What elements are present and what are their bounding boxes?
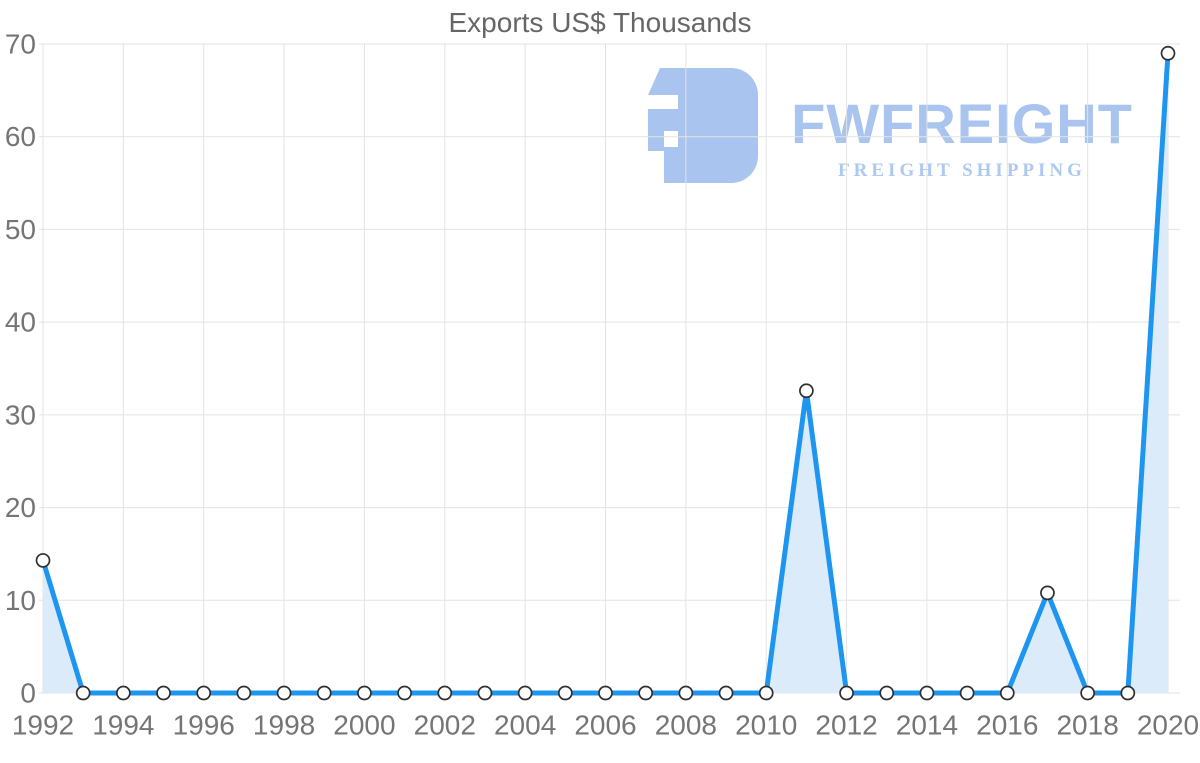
data-point-marker[interactable]: [397, 685, 412, 701]
fwfreight-logo-icon: [648, 68, 758, 183]
data-point-marker[interactable]: [196, 685, 212, 701]
x-axis-tick-label: 2016: [976, 709, 1038, 740]
data-point-marker[interactable]: [276, 685, 292, 701]
data-point-marker[interactable]: [1040, 585, 1055, 601]
data-point-marker[interactable]: [799, 383, 814, 399]
data-point-marker[interactable]: [75, 685, 91, 701]
watermark-brand-text: FWFREIGHT: [791, 92, 1133, 155]
x-axis-tick-label: 2020: [1137, 709, 1199, 740]
x-axis-tick-label: 1994: [92, 709, 154, 740]
x-axis-tick-label: 2004: [494, 709, 556, 740]
y-axis-tick-label: 60: [5, 121, 36, 152]
data-point-marker[interactable]: [357, 685, 372, 701]
data-point-marker[interactable]: [35, 553, 51, 568]
y-axis-tick-label: 0: [20, 678, 36, 709]
y-axis-tick-label: 40: [5, 307, 36, 338]
data-point-marker[interactable]: [678, 685, 694, 701]
x-axis-tick-label: 1992: [12, 709, 74, 740]
chart-title: Exports US$ Thousands: [448, 7, 752, 38]
x-axis-tick-label: 1996: [173, 709, 235, 740]
x-axis-tick-label: 2008: [655, 709, 717, 740]
x-axis-tick-label: 2012: [815, 709, 877, 740]
x-axis-tick-label: 2014: [896, 709, 958, 740]
y-axis-tick-label: 20: [5, 492, 36, 523]
data-point-marker[interactable]: [598, 685, 613, 701]
data-point-marker[interactable]: [477, 685, 493, 701]
data-point-marker[interactable]: [437, 685, 453, 701]
y-axis-tick-label: 70: [5, 29, 36, 60]
area-fill: [43, 53, 1168, 694]
data-point-marker[interactable]: [557, 685, 573, 701]
data-point-marker[interactable]: [1080, 685, 1095, 701]
data-point-marker[interactable]: [999, 685, 1015, 701]
x-axis-tick-label: 2006: [574, 709, 636, 740]
data-point-marker[interactable]: [758, 685, 774, 701]
y-axis-tick-label: 50: [5, 214, 36, 245]
data-point-marker[interactable]: [879, 685, 895, 701]
data-point-marker[interactable]: [919, 685, 935, 701]
data-point-marker[interactable]: [156, 685, 171, 701]
x-axis-tick-label: 1998: [253, 709, 315, 740]
y-axis-tick-label: 30: [5, 399, 36, 430]
data-point-marker[interactable]: [1120, 685, 1136, 701]
data-point-marker[interactable]: [718, 685, 734, 701]
data-point-marker[interactable]: [116, 685, 131, 701]
data-point-marker[interactable]: [959, 685, 975, 701]
y-axis-tick-label: 10: [5, 585, 36, 616]
x-axis-tick-label: 2002: [414, 709, 476, 740]
watermark-tagline-text: FREIGHT SHIPPING: [838, 160, 1086, 181]
data-point-marker[interactable]: [1160, 45, 1176, 61]
data-point-marker[interactable]: [638, 685, 654, 701]
data-point-marker[interactable]: [839, 685, 854, 701]
watermark-logo: FWFREIGHT FREIGHT SHIPPING: [648, 66, 1158, 196]
x-axis-tick-label: 2018: [1056, 709, 1118, 740]
x-axis-tick-label: 2000: [333, 709, 395, 740]
x-axis-tick-label: 2010: [735, 709, 797, 740]
data-point-marker[interactable]: [517, 685, 533, 701]
data-point-marker[interactable]: [316, 685, 332, 701]
data-point-marker[interactable]: [236, 685, 252, 701]
